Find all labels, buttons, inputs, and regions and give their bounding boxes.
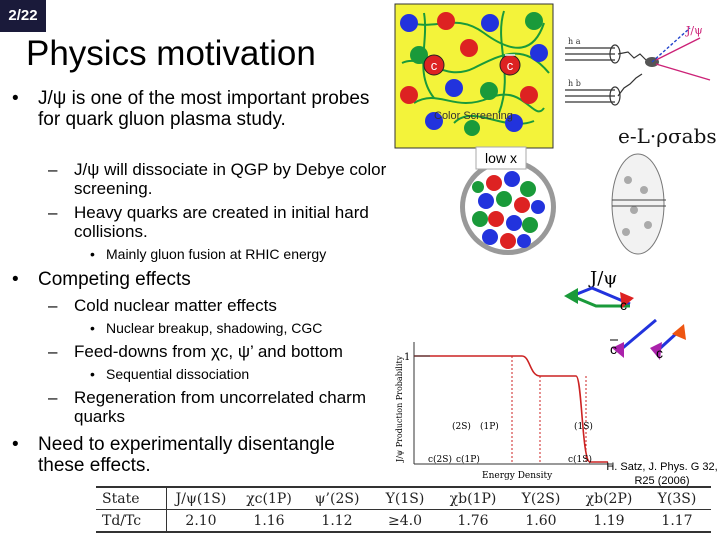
table-cell: Υ(2S) — [507, 486, 575, 510]
table-row: Td/Tc 2.10 1.16 1.12 ≥4.0 1.76 1.60 1.19… — [96, 509, 711, 533]
hadron-a-label: h a — [568, 37, 581, 46]
bullet-jpsi-probe: J/ψ is one of the most important probes … — [38, 88, 370, 130]
table-cell: Td/Tc — [96, 509, 167, 533]
source-citation: H. Satz, J. Phys. G 32, R25 (2006) — [606, 461, 718, 487]
anticharm-quark-label: c — [507, 58, 514, 73]
feynman-diagram: J/ψ h a h b — [565, 24, 711, 106]
table-cell: 1.19 — [575, 509, 643, 533]
bullet-dot: • — [12, 269, 19, 290]
table-cell: 1.76 — [439, 509, 507, 533]
plot-1s-label: (1S) — [574, 421, 593, 432]
bullet-debye-screening: J/ψ will dissociate in QGP by Debye colo… — [74, 160, 387, 198]
regen-c-label: c — [620, 297, 627, 313]
sequential-suppression-plot: 1 (2S) (1P) (1S) c(2S) c(1P) c(1S) Energ… — [395, 342, 612, 481]
dissociation-temperature-table: State J/ψ(1S) χc(1P) ψ’(2S) Υ(1S) χb(1P)… — [96, 486, 711, 533]
dash-marker: – — [48, 388, 58, 407]
dash-marker: – — [48, 342, 58, 361]
bullet-heavy-quarks: Heavy quarks are created in initial hard… — [74, 203, 369, 241]
slide-title: Physics motivation — [26, 34, 316, 73]
table-cell: χb(2P) — [575, 486, 643, 510]
bullet-dot: • — [90, 366, 95, 382]
table-cell: 1.60 — [507, 509, 575, 533]
absorption-formula: e-L·ρσabs — [618, 124, 717, 148]
low-x-label: low x — [485, 150, 517, 166]
table-cell: ≥4.0 — [371, 509, 439, 533]
regeneration-figure: J/ψ c c c — [564, 268, 686, 361]
low-x-figure: low x — [460, 146, 556, 255]
table-cell: State — [96, 486, 167, 510]
slide-number: 2/22 — [0, 0, 46, 32]
table-cell: 1.16 — [235, 509, 303, 533]
regen-cbar-label: c — [610, 341, 617, 357]
regeneration-jpsi-label: J/ψ — [588, 268, 617, 289]
dash-marker: – — [48, 160, 58, 179]
plot-c1s-label: c(1S) — [568, 454, 592, 465]
bullet-dot: • — [90, 320, 95, 336]
bullet-dot: • — [90, 246, 95, 262]
table-cell: ψ’(2S) — [303, 486, 371, 510]
table-cell: χb(1P) — [439, 486, 507, 510]
regen-c2-label: c — [656, 345, 663, 361]
plot-2s-label: (2S) — [452, 421, 471, 432]
plot-xlabel: Energy Density — [482, 471, 553, 481]
bullet-gluon-fusion: Mainly gluon fusion at RHIC energy — [106, 246, 327, 262]
table-cell: 1.12 — [303, 509, 371, 533]
table-cell: 1.17 — [643, 509, 711, 533]
table-cell: Υ(3S) — [643, 486, 711, 510]
bullet-cold-nuclear: Cold nuclear matter effects — [74, 296, 277, 315]
table-cell: Υ(1S) — [371, 486, 439, 510]
jpsi-decay-label: J/ψ — [685, 24, 703, 37]
bullet-feed-downs: Feed-downs from χc, ψ’ and bottom — [74, 342, 343, 361]
nucleus-absorption-figure — [611, 153, 666, 255]
plot-ylabel: J/ψ Production Probability — [395, 355, 404, 463]
bullet-disentangle: Need to experimentally disentangle these… — [38, 434, 335, 476]
plot-c2s-label: c(2S) — [428, 454, 452, 465]
dash-marker: – — [48, 296, 58, 315]
bullet-nuclear-breakup: Nuclear breakup, shadowing, CGC — [106, 320, 323, 336]
charm-quark-label: c — [431, 58, 438, 73]
plot-1p-label: (1P) — [480, 421, 499, 432]
table-cell: J/ψ(1S) — [166, 486, 235, 510]
color-screening-caption: Color Screening — [434, 110, 513, 122]
dash-marker: – — [48, 203, 58, 222]
bullet-regeneration: Regeneration from uncorrelated charm qua… — [74, 388, 366, 426]
plot-c1p-label: c(1P) — [456, 454, 480, 465]
bullet-dot: • — [12, 88, 19, 109]
color-screening-figure: c c Color Screening — [394, 3, 554, 149]
bullet-competing-effects: Competing effects — [38, 269, 191, 290]
plot-one-label: 1 — [404, 352, 410, 363]
color-charges — [400, 12, 548, 136]
bullet-dot: • — [12, 434, 19, 455]
table-cell: 2.10 — [166, 509, 235, 533]
hadron-b-label: h b — [568, 79, 581, 88]
table-cell: χc(1P) — [235, 486, 303, 510]
table-header-row: State J/ψ(1S) χc(1P) ψ’(2S) Υ(1S) χb(1P)… — [96, 486, 711, 510]
bullet-sequential: Sequential dissociation — [106, 366, 250, 382]
